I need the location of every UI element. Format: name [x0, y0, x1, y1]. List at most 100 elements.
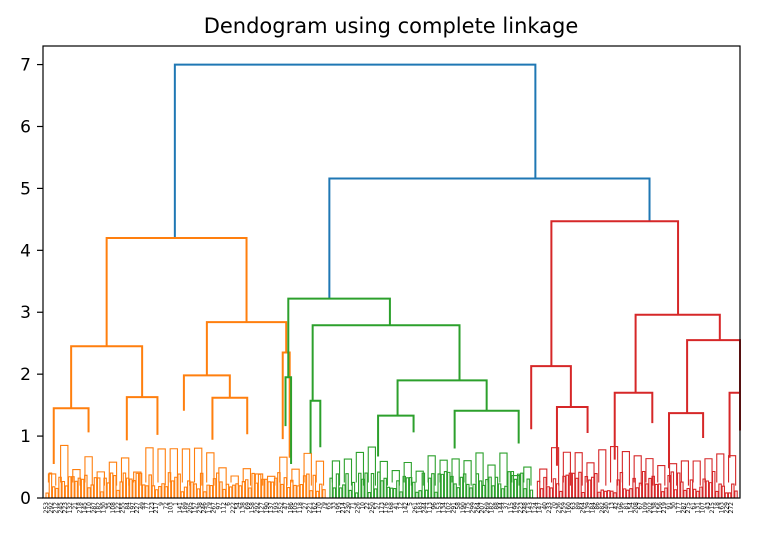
sub-link [692, 460, 701, 486]
leaf-link [437, 473, 441, 498]
leaf-label: 143 [527, 502, 534, 514]
leaf-label: 236 [556, 502, 563, 514]
link-orange-5 [125, 396, 159, 441]
link-orange-6 [205, 321, 288, 376]
sub-link [169, 448, 179, 486]
leaf-label: 218 [77, 502, 84, 514]
sub-link [379, 460, 388, 486]
leaf-link [485, 479, 489, 498]
leaf-link [705, 480, 710, 498]
leaf-label: 190 [460, 502, 467, 514]
leaf-label: 118 [297, 502, 304, 514]
leaf-link [212, 478, 217, 498]
sub-link [669, 463, 678, 486]
leaf-link [267, 481, 272, 498]
sub-link [254, 473, 264, 486]
leaf-link [84, 474, 88, 498]
leaf-link [399, 491, 403, 498]
leaf-link [190, 481, 194, 498]
leaf-label: 54 [235, 502, 242, 510]
leaf-link [338, 487, 343, 498]
leaf-link [77, 477, 82, 498]
leaf-label: 202 [647, 502, 654, 514]
leaf-link [546, 486, 550, 498]
leaf-label: 233 [546, 502, 553, 514]
leaf-link [367, 492, 372, 498]
leaf-link [322, 489, 326, 498]
leaf-label: 238 [196, 502, 203, 514]
leaf-link [443, 470, 448, 498]
leaf-link [55, 487, 59, 498]
leaf-label: 137 [268, 502, 275, 514]
leaf-link [619, 472, 624, 498]
leaf-label: 22 [364, 502, 371, 510]
link-orange-4 [52, 407, 90, 464]
leaf-label: 145 [81, 502, 88, 514]
leaf-link [342, 484, 346, 498]
leaf-link [238, 485, 243, 498]
leaf-link [273, 477, 278, 498]
leaf-link [264, 478, 268, 498]
leaf-label: 287 [91, 502, 98, 514]
leaf-label: 37 [503, 502, 510, 510]
sub-link [427, 455, 436, 486]
leaf-label: 35 [105, 502, 112, 510]
leaf-label: 156 [656, 502, 663, 514]
leaf-link [692, 488, 697, 498]
link-red-22 [686, 339, 741, 414]
leaf-link [203, 491, 207, 498]
leaf-label: 245 [57, 502, 64, 514]
leaf-label: 193 [273, 502, 280, 514]
leaf-link [45, 492, 49, 498]
leaf-link [581, 491, 585, 498]
leaf-label: 219 [661, 502, 668, 514]
leaf-link [584, 475, 589, 498]
link-red-23 [668, 412, 705, 469]
leaf-link [711, 470, 716, 498]
leaf-link [721, 485, 726, 498]
leaf-link [351, 481, 356, 498]
leaf-label: 131 [695, 502, 702, 514]
leaf-link [380, 480, 384, 498]
leaf-label: 226 [354, 502, 361, 514]
leaf-link [193, 483, 197, 498]
leaf-link [536, 480, 541, 498]
leaf-link [364, 472, 368, 498]
leaf-link [113, 474, 117, 498]
leaf-link [354, 492, 359, 498]
leaf-link [373, 488, 378, 498]
sub-link [475, 452, 484, 486]
link-green-13 [309, 399, 322, 454]
link-orange-9 [281, 351, 291, 458]
sub-link [60, 444, 69, 486]
leaf-label: 58 [455, 502, 462, 510]
leaf-link [244, 479, 249, 498]
leaf-label: 40 [541, 502, 548, 510]
leaf-link [575, 477, 579, 498]
leaf-link [141, 484, 146, 498]
leaf-link [103, 477, 107, 498]
leaf-label: 229 [723, 502, 730, 514]
leaf-label: 269 [484, 502, 491, 514]
link-red-17 [550, 220, 680, 367]
link-orange-3 [70, 345, 144, 409]
leaf-link [478, 480, 483, 498]
leaf-label: 67 [637, 502, 644, 510]
leaf-label: 132 [67, 502, 74, 514]
leaf-link [222, 488, 226, 498]
leaf-link [540, 488, 544, 498]
leaf-label: 97 [216, 502, 223, 510]
leaf-label: 184 [589, 502, 596, 514]
leaf-link [109, 472, 114, 498]
leaf-label: 110 [86, 502, 93, 514]
leaf-label: 173 [378, 502, 385, 514]
leaf-link [516, 473, 521, 498]
leaf-label: 214 [340, 502, 347, 514]
leaf-link [523, 488, 527, 498]
leaf-label: 13 [608, 502, 615, 510]
leaf-link [312, 474, 317, 498]
leaf-label: 49 [139, 502, 146, 510]
sub-link [511, 474, 520, 486]
leaf-label: 86 [594, 502, 601, 510]
sub-link [391, 469, 400, 486]
